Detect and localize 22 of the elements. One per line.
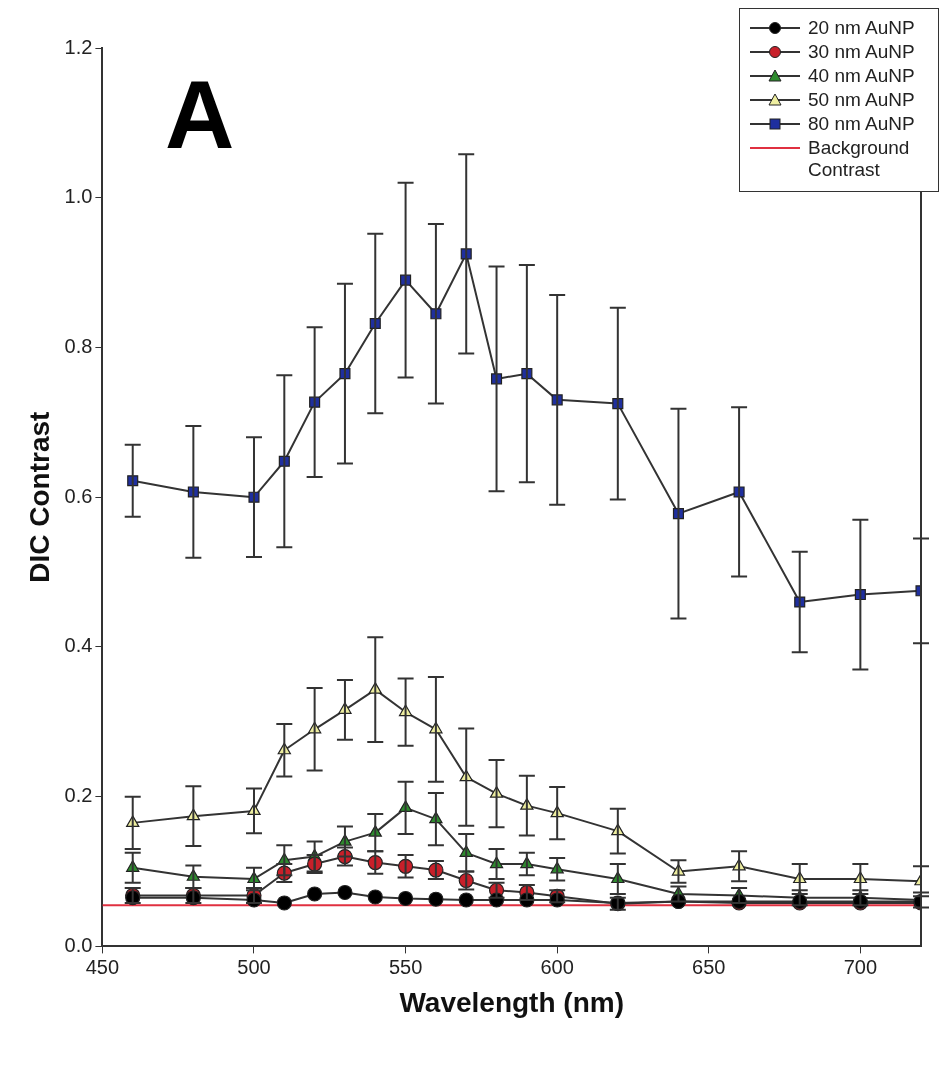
x-axis-title: Wavelength (nm): [399, 986, 624, 1018]
x-tick-label: 500: [237, 955, 271, 978]
y-axis-title: DIC Contrast: [23, 411, 55, 583]
y-tick-label: 1.2: [64, 35, 93, 58]
y-tick-label: 0.6: [64, 484, 93, 507]
legend-label: 50 nm AuNP: [808, 89, 916, 111]
x-tick-label: 550: [388, 955, 423, 978]
y-tick-label: 0.4: [64, 634, 93, 657]
y-tick-label: 0.0: [64, 933, 93, 956]
x-tick-label: 600: [540, 955, 574, 978]
legend-label: 80 nm AuNP: [808, 113, 916, 135]
x-tick-label: 650: [692, 955, 726, 978]
y-tick-label: 1.0: [64, 185, 93, 208]
legend-label: 40 nm AuNP: [808, 65, 916, 87]
x-tick-label: 450: [85, 955, 120, 978]
legend-label: 20 nm AuNP: [808, 17, 916, 39]
y-tick-label: 0.8: [64, 334, 93, 357]
x-tick-label: 700: [843, 955, 878, 978]
legend-label: Background Contrast: [808, 137, 911, 181]
y-tick-label: 0.2: [64, 784, 93, 807]
legend-label: 30 nm AuNP: [808, 41, 916, 63]
annotation: A: [165, 60, 235, 170]
